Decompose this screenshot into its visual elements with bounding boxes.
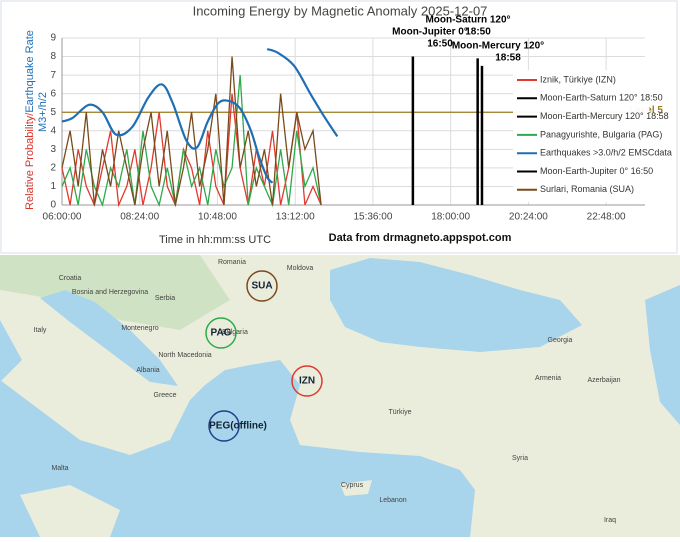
tyrrhenian [0,320,22,382]
legend-label: Panagyurishte, Bulgaria (PAG) [540,129,662,139]
country-label: Moldova [287,265,314,272]
y-axis-label-part: Earthquake Rate [24,30,36,113]
y-axis-label-part: Relative Probability/ [24,112,36,210]
station-label: PEG(offline) [209,421,267,432]
y-tick-label: 0 [50,200,56,211]
country-label: Iraq [604,517,616,524]
country-label: Bulgaria [222,329,248,336]
country-label: Armenia [535,375,561,382]
station-label: PAG [211,328,232,339]
y-tick-label: 8 [50,51,56,62]
country-label: Lebanon [379,497,406,504]
y-tick-label: 3 [50,144,56,155]
country-label: Greece [154,392,177,399]
country-label: Bosnia and Herzegovina [72,289,148,296]
country-label: Syria [512,455,528,462]
caspian [645,285,680,425]
series-line [266,48,339,137]
country-label: Serbia [155,295,175,302]
y-axis-label-2: M3+/h/2 [37,92,49,132]
country-label: Azerbaijan [587,377,620,384]
annotation: Moon-Jupiter 0° [392,27,468,38]
x-tick-label: 13:12:00 [276,212,315,223]
station-label: SUA [251,281,272,292]
chart-border [0,0,678,254]
x-tick-label: 15:36:00 [353,212,392,223]
y-tick-label: 1 [50,181,56,192]
y-tick-label: 9 [50,33,56,44]
series-line [61,56,322,206]
adriatic [40,290,178,386]
x-tick-label: 06:00:00 [43,212,82,223]
y-tick-label: 4 [50,125,56,136]
africa-coast [20,485,120,537]
country-label: Malta [51,465,68,472]
country-label: Italy [34,327,47,334]
country-label: Türkiye [389,409,412,416]
station-ring [208,410,240,442]
chart-title: Incoming Energy by Magnetic Anomaly 2025… [193,3,488,18]
legend-label: Moon-Earth-Mercury 120° 18:58 [540,111,669,121]
y-axis-label: Relative Probability/Earthquake Rate [24,30,36,210]
legend-label: Moon-Earth-Saturn 120° 18:50 [540,93,663,103]
legend-box [513,70,649,202]
country-label: Croatia [59,275,82,282]
y-tick-label: 5 [50,107,56,118]
y-tick-label: 2 [50,163,56,174]
legend-label: Surlari, Romania (SUA) [540,184,634,194]
station-ring [246,270,278,302]
annotation: 18:50 [465,27,491,38]
x-tick-label: 20:24:00 [509,212,548,223]
series-line [61,93,322,208]
country-label: Georgia [548,337,573,344]
annotation: Moon-Mercury 120° [452,41,544,52]
station-ring [291,365,323,397]
x-tick-label: 22:48:00 [587,212,626,223]
country-label: Montenegro [121,325,158,332]
x-tick-label: 10:48:00 [198,212,237,223]
y-tick-label: 6 [50,88,56,99]
legend-label: Earthquakes >3.0/h/2 EMSCdata [540,148,672,158]
annotation: 18:58 [495,53,521,64]
series-line [61,83,274,184]
y-tick-label: 7 [50,70,56,81]
cyprus-shape [340,480,372,496]
x-axis-title: Time in hh:mm:ss UTC [159,234,271,246]
station-ring [205,317,237,349]
source: Data from drmagneto.appspot.com [329,232,512,244]
x-tick-label: 08:24:00 [120,212,159,223]
country-label: Albania [136,367,159,374]
land-green [0,255,230,330]
legend-label: Moon-Earth-Jupiter 0° 16:50 [540,166,653,176]
series-line [61,75,322,208]
annotation: 16:50 [427,39,453,50]
annotation: Moon-Saturn 120° [425,15,510,26]
x-tick-label: 18:00:00 [431,212,470,223]
station-label: IZN [299,376,315,387]
country-label: Romania [218,259,246,266]
country-label: North Macedonia [158,352,211,359]
legend-label: Iznik, Türkiye (IZN) [540,74,616,84]
map: Romania Croatia Bosnia and Herzegovina Serb… [0,255,680,537]
black-sea [330,258,582,352]
country-label: Cyprus [341,482,364,489]
